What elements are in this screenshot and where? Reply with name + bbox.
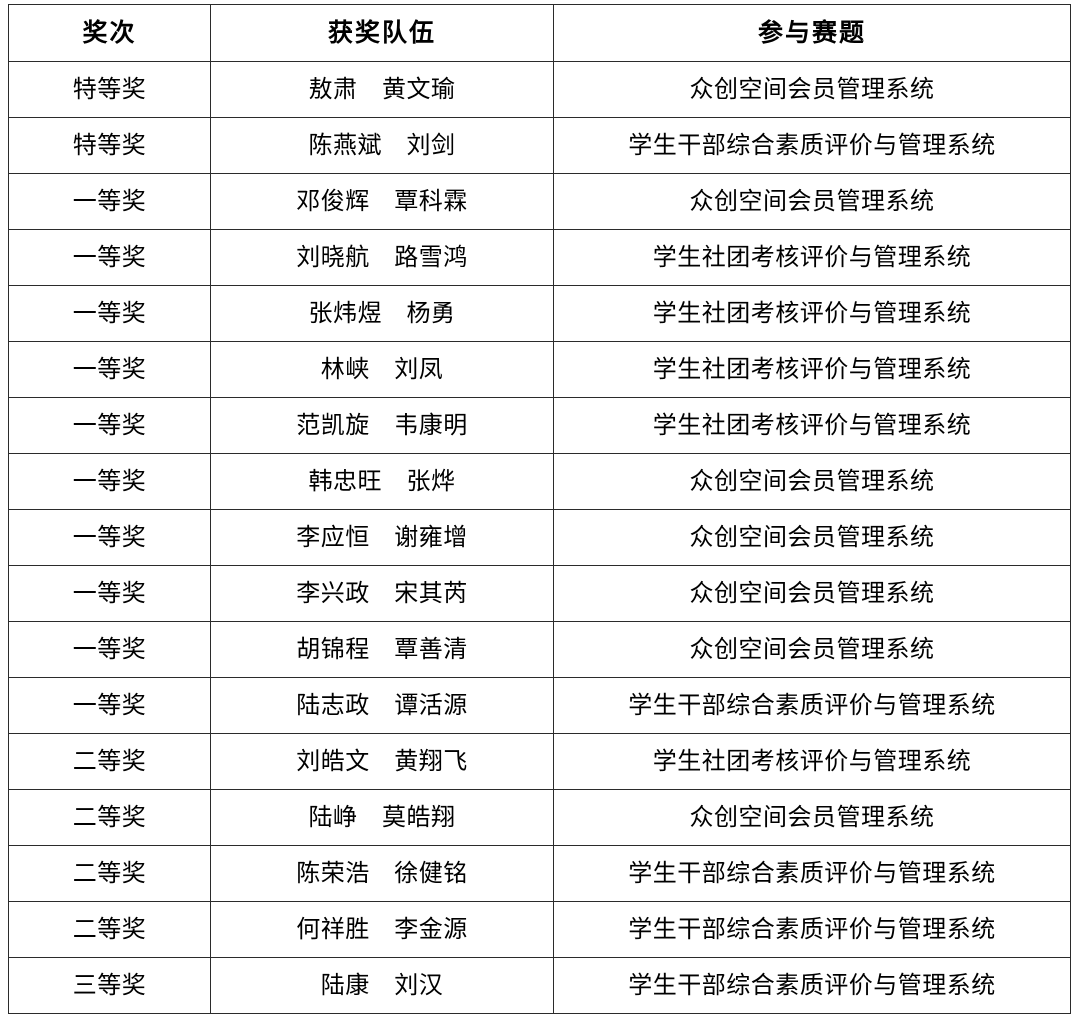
team-members: 陆康 刘汉 <box>320 970 444 999</box>
team-members: 何祥胜 李金源 <box>296 914 468 943</box>
cell-award: 一等奖 <box>8 677 211 734</box>
table-row: 二等奖 何祥胜 李金源 学生干部综合素质评价与管理系统 <box>8 901 1071 958</box>
team-members: 范凯旋 韦康明 <box>296 410 468 439</box>
table-row: 一等奖 刘晓航 路雪鸿 学生社团考核评价与管理系统 <box>8 229 1071 286</box>
cell-topic: 众创空间会员管理系统 <box>553 61 1071 118</box>
cell-award: 三等奖 <box>8 957 211 1014</box>
table-row: 二等奖 陆峥 莫皓翔 众创空间会员管理系统 <box>8 789 1071 846</box>
cell-topic: 学生社团考核评价与管理系统 <box>553 733 1071 790</box>
cell-topic: 学生干部综合素质评价与管理系统 <box>553 117 1071 174</box>
cell-team: 陈燕斌 刘剑 <box>210 117 554 174</box>
cell-award: 一等奖 <box>8 173 211 230</box>
cell-topic: 学生社团考核评价与管理系统 <box>553 285 1071 342</box>
team-members: 刘皓文 黄翔飞 <box>296 746 468 775</box>
cell-topic: 学生社团考核评价与管理系统 <box>553 397 1071 454</box>
cell-topic: 学生社团考核评价与管理系统 <box>553 229 1071 286</box>
table-header-row: 奖次 获奖队伍 参与赛题 <box>8 4 1071 62</box>
team-members: 邓俊辉 覃科霖 <box>296 186 468 215</box>
cell-topic: 学生干部综合素质评价与管理系统 <box>553 845 1071 902</box>
table-row: 一等奖 范凯旋 韦康明 学生社团考核评价与管理系统 <box>8 397 1071 454</box>
table-row: 一等奖 邓俊辉 覃科霖 众创空间会员管理系统 <box>8 173 1071 230</box>
cell-team: 邓俊辉 覃科霖 <box>210 173 554 230</box>
table-row: 一等奖 胡锦程 覃善清 众创空间会员管理系统 <box>8 621 1071 678</box>
team-members: 陆峥 莫皓翔 <box>308 802 456 831</box>
cell-team: 李兴政 宋其芮 <box>210 565 554 622</box>
cell-award: 一等奖 <box>8 509 211 566</box>
cell-team: 李应恒 谢雍增 <box>210 509 554 566</box>
team-members: 李兴政 宋其芮 <box>296 578 468 607</box>
table-row: 一等奖 李应恒 谢雍增 众创空间会员管理系统 <box>8 509 1071 566</box>
cell-team: 何祥胜 李金源 <box>210 901 554 958</box>
cell-award: 一等奖 <box>8 621 211 678</box>
cell-topic: 学生干部综合素质评价与管理系统 <box>553 677 1071 734</box>
cell-team: 范凯旋 韦康明 <box>210 397 554 454</box>
cell-award: 二等奖 <box>8 733 211 790</box>
table-row: 特等奖 陈燕斌 刘剑 学生干部综合素质评价与管理系统 <box>8 117 1071 174</box>
table-row: 二等奖 刘皓文 黄翔飞 学生社团考核评价与管理系统 <box>8 733 1071 790</box>
cell-team: 陈荣浩 徐健铭 <box>210 845 554 902</box>
table-row: 特等奖 敖肃 黄文瑜 众创空间会员管理系统 <box>8 61 1071 118</box>
cell-team: 陆康 刘汉 <box>210 957 554 1014</box>
team-members: 陈荣浩 徐健铭 <box>296 858 468 887</box>
team-members: 林峡 刘凤 <box>320 354 444 383</box>
table-row: 二等奖 陈荣浩 徐健铭 学生干部综合素质评价与管理系统 <box>8 845 1071 902</box>
cell-team: 刘皓文 黄翔飞 <box>210 733 554 790</box>
table-row: 一等奖 张炜煜 杨勇 学生社团考核评价与管理系统 <box>8 285 1071 342</box>
cell-topic: 学生干部综合素质评价与管理系统 <box>553 957 1071 1014</box>
table-header: 奖次 获奖队伍 参与赛题 <box>8 4 1071 62</box>
cell-award: 二等奖 <box>8 789 211 846</box>
table-row: 三等奖 陆康 刘汉 学生干部综合素质评价与管理系统 <box>8 957 1071 1014</box>
table-body: 特等奖 敖肃 黄文瑜 众创空间会员管理系统 特等奖 陈燕斌 刘剑 学生干部综合素质评价与管… <box>8 61 1071 1014</box>
cell-award: 一等奖 <box>8 285 211 342</box>
cell-award: 一等奖 <box>8 341 211 398</box>
team-members: 陈燕斌 刘剑 <box>308 130 456 159</box>
cell-topic: 众创空间会员管理系统 <box>553 173 1071 230</box>
table-row: 一等奖 林峡 刘凤 学生社团考核评价与管理系统 <box>8 341 1071 398</box>
cell-team: 林峡 刘凤 <box>210 341 554 398</box>
table-row: 一等奖 陆志政 谭活源 学生干部综合素质评价与管理系统 <box>8 677 1071 734</box>
cell-award: 一等奖 <box>8 397 211 454</box>
cell-award: 一等奖 <box>8 453 211 510</box>
table-row: 一等奖 韩忠旺 张烨 众创空间会员管理系统 <box>8 453 1071 510</box>
cell-award: 一等奖 <box>8 565 211 622</box>
cell-award: 一等奖 <box>8 229 211 286</box>
team-members: 胡锦程 覃善清 <box>296 634 468 663</box>
cell-topic: 学生社团考核评价与管理系统 <box>553 341 1071 398</box>
cell-topic: 众创空间会员管理系统 <box>553 621 1071 678</box>
cell-team: 陆峥 莫皓翔 <box>210 789 554 846</box>
cell-topic: 学生干部综合素质评价与管理系统 <box>553 901 1071 958</box>
team-members: 敖肃 黄文瑜 <box>308 74 456 103</box>
cell-team: 陆志政 谭活源 <box>210 677 554 734</box>
team-members: 韩忠旺 张烨 <box>308 466 456 495</box>
cell-team: 胡锦程 覃善清 <box>210 621 554 678</box>
team-members: 刘晓航 路雪鸿 <box>296 242 468 271</box>
cell-team: 张炜煜 杨勇 <box>210 285 554 342</box>
column-header-topic: 参与赛题 <box>553 4 1071 62</box>
cell-award: 二等奖 <box>8 901 211 958</box>
cell-topic: 众创空间会员管理系统 <box>553 565 1071 622</box>
column-header-award: 奖次 <box>8 4 211 62</box>
column-header-team: 获奖队伍 <box>210 4 554 62</box>
award-results-table: 奖次 获奖队伍 参与赛题 特等奖 敖肃 黄文瑜 众创空间会员管理系统 特等奖 陈燕斌 刘… <box>8 4 1071 1014</box>
cell-team: 刘晓航 路雪鸿 <box>210 229 554 286</box>
cell-award: 二等奖 <box>8 845 211 902</box>
team-members: 陆志政 谭活源 <box>296 690 468 719</box>
cell-team: 韩忠旺 张烨 <box>210 453 554 510</box>
cell-topic: 众创空间会员管理系统 <box>553 789 1071 846</box>
table-row: 一等奖 李兴政 宋其芮 众创空间会员管理系统 <box>8 565 1071 622</box>
cell-topic: 众创空间会员管理系统 <box>553 453 1071 510</box>
cell-topic: 众创空间会员管理系统 <box>553 509 1071 566</box>
team-members: 李应恒 谢雍增 <box>296 522 468 551</box>
cell-award: 特等奖 <box>8 117 211 174</box>
cell-award: 特等奖 <box>8 61 211 118</box>
team-members: 张炜煜 杨勇 <box>308 298 456 327</box>
cell-team: 敖肃 黄文瑜 <box>210 61 554 118</box>
